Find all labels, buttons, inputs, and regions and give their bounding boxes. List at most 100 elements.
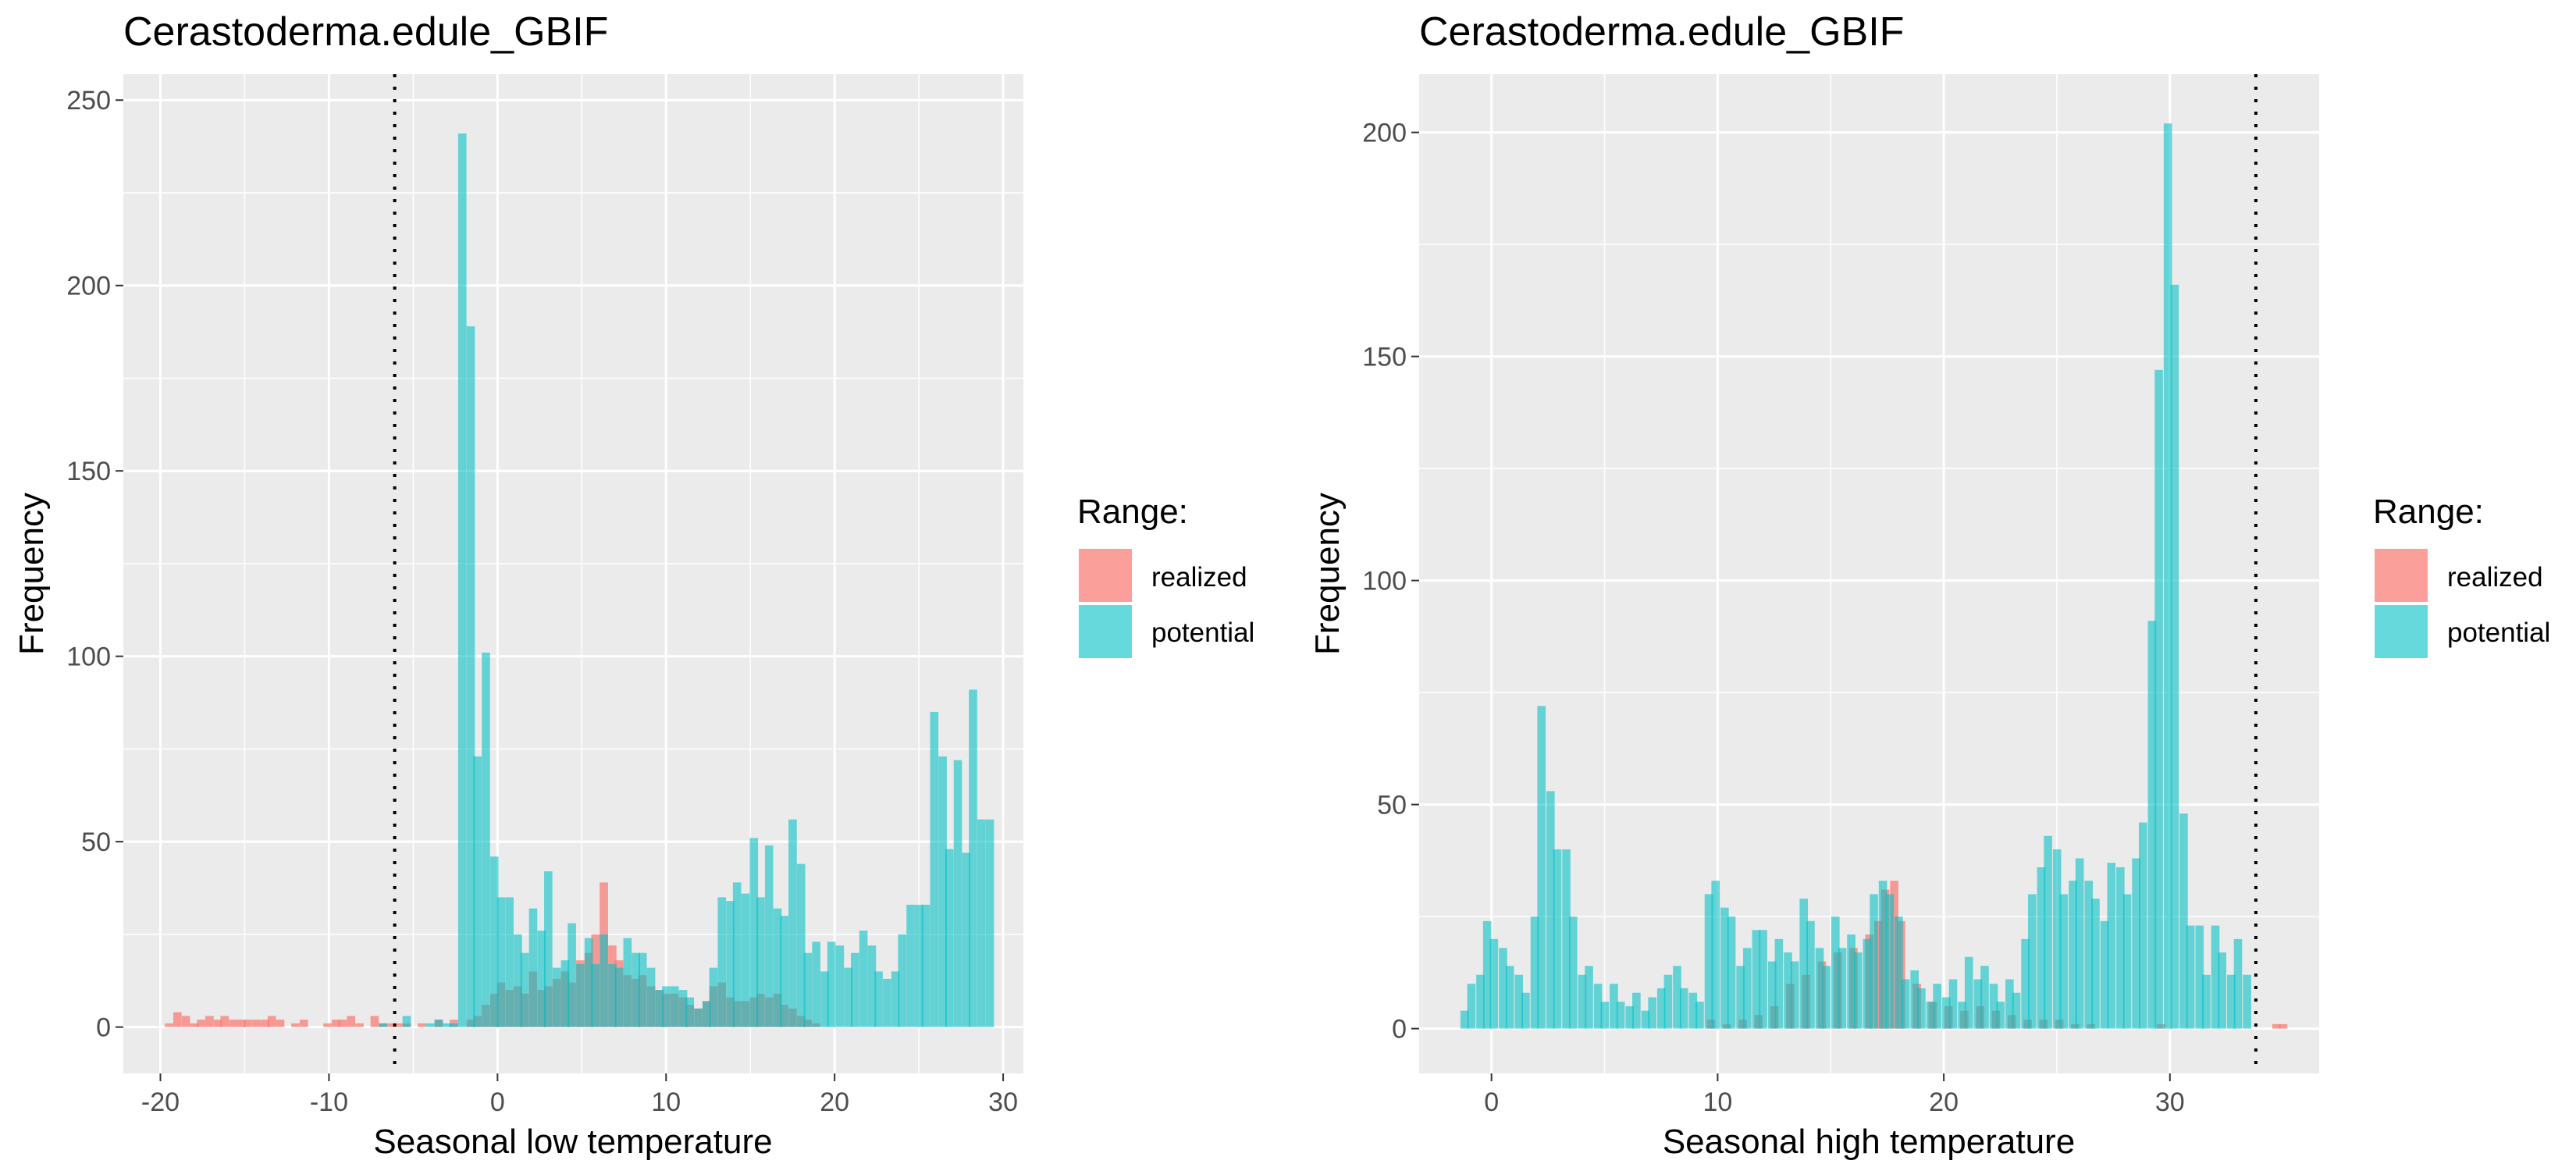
histogram-bar-potential (1553, 849, 1562, 1029)
y-tick-label: 50 (81, 828, 111, 857)
histogram-bar-potential (2138, 822, 2147, 1029)
legend-title: Range: (1077, 493, 1188, 531)
histogram-bar-potential (1499, 948, 1507, 1029)
histogram-bar-potential (1933, 984, 1941, 1029)
histogram-bar-potential (1505, 966, 1514, 1029)
histogram-bar-potential (1926, 1002, 1935, 1029)
histogram-bar-potential (1711, 881, 1720, 1029)
legend-key-realized (2375, 549, 2428, 602)
histogram-bar-potential (1704, 894, 1713, 1029)
histogram-bar-potential (891, 971, 900, 1027)
histogram-bar-potential (803, 952, 813, 1027)
histogram-bar-potential (1742, 948, 1752, 1029)
histogram-bar-potential (726, 901, 735, 1027)
histogram-bar-potential (632, 952, 640, 1027)
histogram-bar-potential (434, 1020, 443, 1027)
histogram-bar-potential (1901, 979, 1910, 1029)
histogram-bar-potential (827, 941, 836, 1027)
histogram-bar-potential (2075, 858, 2084, 1029)
histogram-bar-realized (291, 1023, 300, 1027)
histogram-bar-potential (2115, 867, 2125, 1029)
histogram-bar-potential (514, 934, 522, 1027)
plot-background (123, 74, 1023, 1073)
histogram-bar-potential (1514, 974, 1524, 1029)
histogram-bar-potential (2091, 899, 2100, 1029)
histogram-bar-potential (780, 916, 788, 1027)
histogram-bar-realized (205, 1016, 214, 1027)
histogram-bar-realized (347, 1016, 356, 1027)
y-axis-label: Frequency (12, 493, 51, 655)
histogram-bar-potential (962, 852, 971, 1027)
histogram-bar-potential (741, 893, 750, 1027)
histogram-bar-potential (1853, 952, 1863, 1029)
histogram-bar-potential (1656, 988, 1666, 1029)
histogram-bar-potential (2163, 123, 2172, 1029)
histogram-bar-potential (2243, 974, 2251, 1029)
histogram-bar-potential (1838, 948, 1847, 1029)
x-tick-label: 30 (2155, 1087, 2185, 1117)
x-axis-label: Seasonal high temperature (1663, 1123, 2075, 1161)
histogram-bar-realized (370, 1016, 379, 1027)
histogram-bar-potential (1460, 1010, 1469, 1029)
chart-title: Cerastoderma.edule_GBIF (1419, 9, 1904, 55)
x-ticks: 0 10 20 30 (1484, 1073, 2185, 1117)
histogram-bar-potential (2154, 369, 2163, 1029)
y-tick-label: 0 (1392, 1015, 1407, 1045)
histogram-bar-potential (1695, 1002, 1704, 1029)
x-tick-label: 20 (1929, 1087, 1959, 1117)
grid-lines (123, 74, 1023, 1073)
y-tick-label: 0 (96, 1013, 111, 1043)
histogram-bar-potential (2122, 894, 2132, 1029)
y-tick-label: 150 (1362, 343, 1407, 372)
histogram-bar-potential (1752, 930, 1761, 1029)
histogram-bar-potential (867, 945, 877, 1027)
histogram-bar-potential (977, 819, 986, 1027)
histogram-bar-potential (2132, 858, 2140, 1029)
histogram-bar-potential (820, 971, 829, 1027)
histogram-bar-potential (576, 963, 585, 1027)
histogram-bar-potential (1648, 997, 1656, 1029)
x-tick-label: -10 (310, 1087, 348, 1117)
histogram-bar-realized (252, 1020, 262, 1027)
histogram-bar-potential (1767, 961, 1777, 1029)
histogram-bar-potential (402, 1016, 411, 1027)
histogram-bar-realized (393, 1023, 403, 1027)
histogram-bar-potential (1521, 992, 1530, 1029)
histogram-bar-realized (261, 1020, 269, 1027)
histogram-bar-potential (898, 934, 907, 1027)
histogram-bar-realized (229, 1020, 237, 1027)
histogram-bar-potential (756, 897, 765, 1027)
histogram-bar-potential (1673, 966, 1681, 1029)
histogram-bar-potential (443, 1023, 452, 1027)
histogram-bar-potential (764, 845, 774, 1027)
histogram-bar-potential (2226, 974, 2236, 1029)
histogram-bar-potential (2005, 979, 2014, 1029)
histogram-bar-potential (945, 849, 954, 1027)
histogram-bar-potential (1784, 952, 1792, 1029)
y-tick-label: 100 (1362, 567, 1407, 596)
x-axis-label: Seasonal low temperature (373, 1123, 772, 1161)
histogram-bar-potential (703, 1001, 711, 1027)
x-tick-label: 10 (1703, 1087, 1732, 1117)
histogram-bar-potential (1663, 974, 1673, 1029)
y-ticks: 0 50 100 150 200 (1362, 119, 1419, 1045)
histogram-bar-potential (1530, 917, 1539, 1029)
x-tick-label: 30 (988, 1087, 1018, 1117)
histogram-bar-potential (655, 990, 664, 1027)
histogram-bar-potential (1616, 1002, 1625, 1029)
histogram-bar-potential (489, 856, 499, 1027)
histogram-bar-realized (2279, 1023, 2288, 1029)
legend-key-realized (1079, 549, 1132, 602)
histogram-bar-potential (906, 904, 915, 1027)
histogram-bar-potential (2107, 863, 2116, 1029)
histogram-bar-realized (387, 1023, 396, 1027)
y-tick-label: 200 (1362, 119, 1407, 148)
histogram-bar-potential (2044, 835, 2052, 1029)
y-tick-label: 150 (66, 457, 111, 486)
histogram-bar-potential (709, 967, 718, 1027)
histogram-bar-realized (190, 1023, 199, 1027)
histogram-bar-realized (237, 1020, 246, 1027)
x-tick-label: 0 (490, 1087, 505, 1117)
histogram-bar-potential (835, 945, 845, 1027)
